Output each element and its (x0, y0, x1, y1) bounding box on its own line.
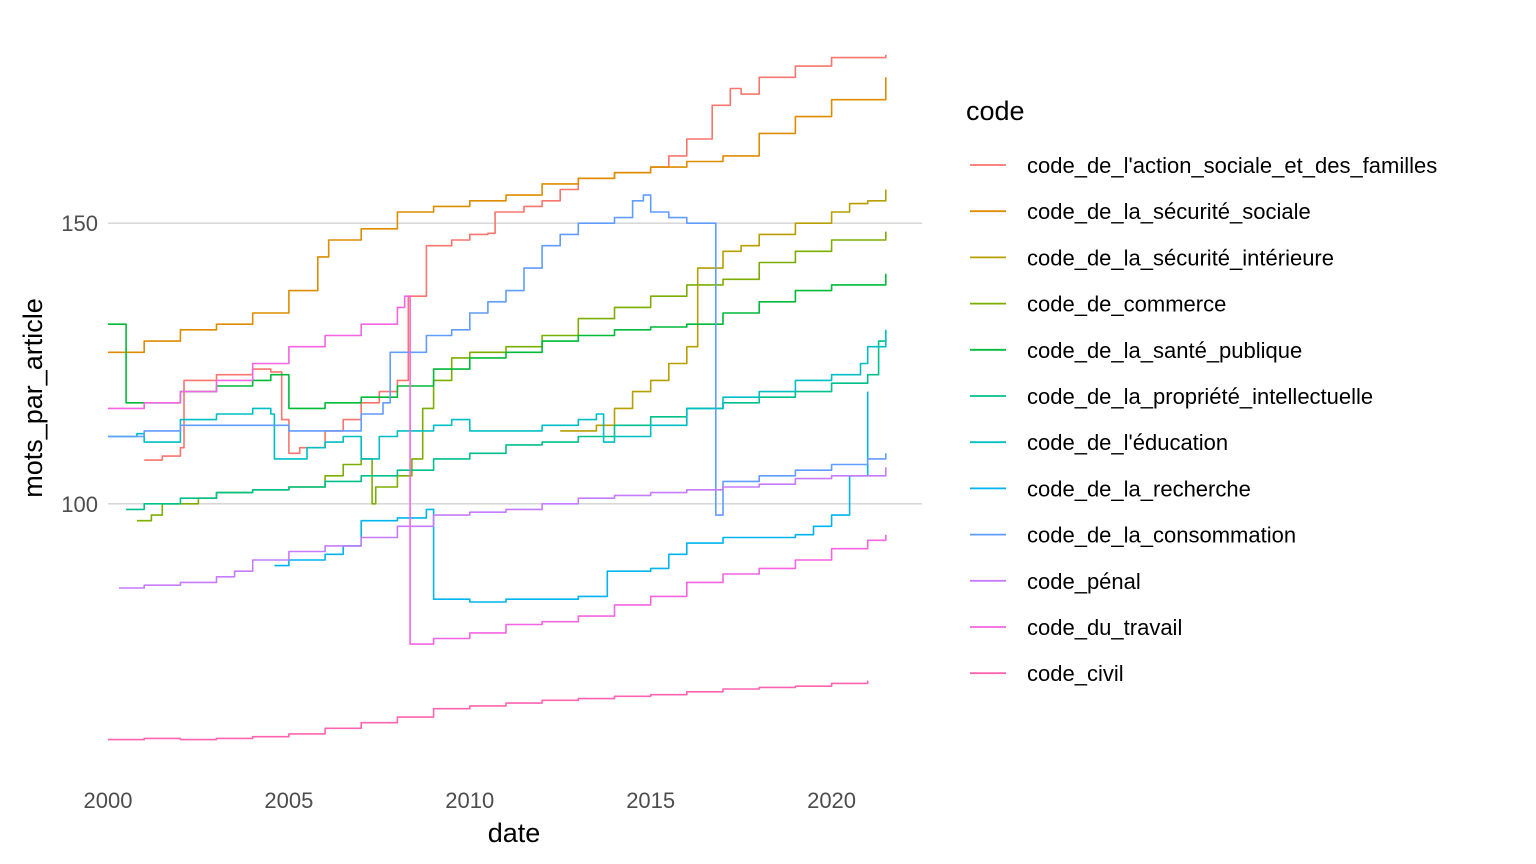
x-tick-label: 2005 (264, 788, 313, 813)
y-tick-label: 150 (61, 211, 98, 236)
series-line-10 (108, 295, 887, 645)
series-line-7 (274, 391, 869, 603)
legend-label: code_de_la_recherche (1027, 476, 1251, 501)
series-line-0 (144, 54, 887, 461)
y-axis-title: mots_par_article (18, 298, 48, 498)
x-axis-title: date (488, 818, 541, 848)
legend-label: code_de_la_sécurité_sociale (1027, 199, 1311, 224)
x-tick-label: 2020 (807, 788, 856, 813)
legend-label: code_de_la_consommation (1027, 523, 1296, 548)
series-line-1 (108, 77, 887, 354)
legend-label: code_de_la_propriété_intellectuelle (1027, 384, 1373, 409)
legend-label: code_du_travail (1027, 615, 1182, 640)
series-line-3 (136, 231, 887, 522)
legend-label: code_civil (1027, 661, 1124, 686)
legend-label: code_de_l'action_sociale_et_des_familles (1027, 153, 1437, 178)
legend-label: code_de_commerce (1027, 292, 1226, 317)
y-axis-ticks: 100 150 (61, 211, 98, 517)
x-axis-ticks: 2000 2005 2010 2015 2020 (84, 788, 857, 813)
series-line-5 (126, 338, 887, 511)
series-line-11 (108, 680, 869, 741)
legend-label: code_de_l'éducation (1027, 430, 1228, 455)
series-lines (108, 54, 887, 741)
legend-title: code (966, 96, 1025, 126)
legend-label: code_de_la_santé_publique (1027, 338, 1302, 363)
series-line-9 (118, 467, 887, 589)
grid-lines (108, 222, 922, 505)
x-tick-label: 2015 (626, 788, 675, 813)
x-tick-label: 2000 (84, 788, 133, 813)
series-line-6 (108, 329, 887, 460)
series-line-8 (108, 194, 887, 516)
legend-label: code_pénal (1027, 569, 1141, 594)
legend: code_de_l'action_sociale_et_des_familles… (970, 153, 1437, 686)
legend-label: code_de_la_sécurité_intérieure (1027, 245, 1334, 270)
y-tick-label: 100 (61, 492, 98, 517)
series-line-2 (560, 189, 887, 432)
x-tick-label: 2010 (445, 788, 494, 813)
series-line-4 (108, 273, 887, 410)
